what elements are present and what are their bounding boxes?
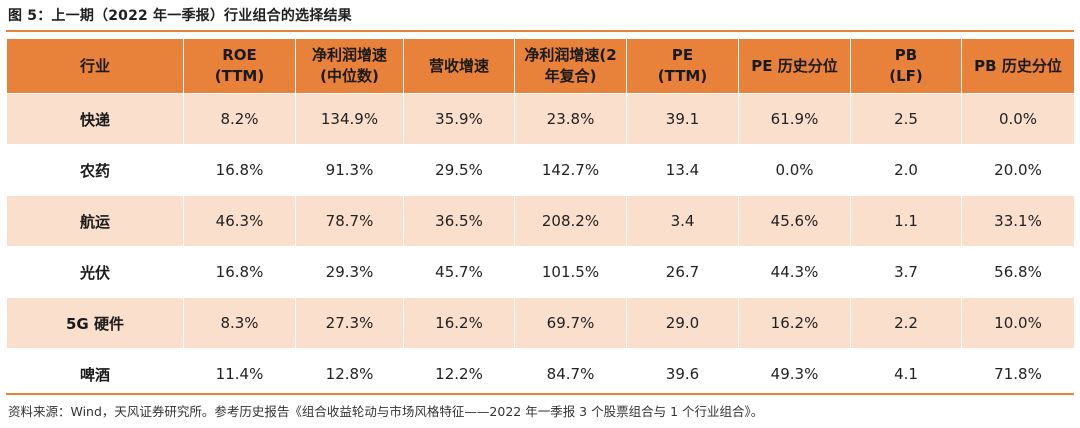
industry-cell: 5G 硬件	[6, 297, 184, 349]
table-cell: 2.5	[850, 93, 962, 145]
table-row: 5G 硬件 8.3% 27.3% 16.2% 69.7% 29.0 16.2% …	[6, 297, 1075, 349]
table-cell: 11.4%	[183, 348, 296, 400]
industry-cell: 光伏	[6, 246, 184, 298]
table-cell: 0.0%	[961, 93, 1075, 145]
table-cell: 13.4	[626, 144, 739, 196]
table-cell: 16.2%	[738, 297, 851, 349]
source-note: 资料来源：Wind，天风证券研究所。参考历史报告《组合收益轮动与市场风格特征——…	[8, 404, 764, 419]
table-cell: 29.5%	[403, 144, 515, 196]
header-net-profit-growth-median: 净利润增速 (中位数)	[295, 38, 404, 94]
industry-selection-table: 行业 ROE (TTM) 净利润增速 (中位数) 营收增速 净利润增速(2 年复合) …	[6, 38, 1075, 400]
table-cell: 2.0	[850, 144, 962, 196]
table-cell: 84.7%	[514, 348, 627, 400]
table-cell: 29.3%	[295, 246, 404, 298]
table-row: 航运 46.3% 78.7% 36.5% 208.2% 3.4 45.6% 1.…	[6, 195, 1075, 247]
table-cell: 33.1%	[961, 195, 1075, 247]
table-cell: 45.7%	[403, 246, 515, 298]
table-cell: 71.8%	[961, 348, 1075, 400]
table-cell: 1.1	[850, 195, 962, 247]
table-cell: 208.2%	[514, 195, 627, 247]
table-cell: 3.4	[626, 195, 739, 247]
header-industry: 行业	[6, 38, 184, 94]
table-cell: 39.1	[626, 93, 739, 145]
header-roe: ROE (TTM)	[183, 38, 296, 94]
header-revenue-growth: 营收增速	[403, 38, 515, 94]
table-cell: 4.1	[850, 348, 962, 400]
table-cell: 49.3%	[738, 348, 851, 400]
header-pe: PE (TTM)	[626, 38, 739, 94]
industry-cell: 航运	[6, 195, 184, 247]
table-cell: 46.3%	[183, 195, 296, 247]
table-row: 光伏 16.8% 29.3% 45.7% 101.5% 26.7 44.3% 3…	[6, 246, 1075, 298]
table-cell: 20.0%	[961, 144, 1075, 196]
industry-cell: 快递	[6, 93, 184, 145]
table-cell: 56.8%	[961, 246, 1075, 298]
table-cell: 78.7%	[295, 195, 404, 247]
table-cell: 8.2%	[183, 93, 296, 145]
header-pe-percentile: PE 历史分位	[738, 38, 851, 94]
table-cell: 2.2	[850, 297, 962, 349]
table-row: 快递 8.2% 134.9% 35.9% 23.8% 39.1 61.9% 2.…	[6, 93, 1075, 145]
header-net-profit-growth-2y: 净利润增速(2 年复合)	[514, 38, 627, 94]
table-cell: 61.9%	[738, 93, 851, 145]
table-cell: 36.5%	[403, 195, 515, 247]
table-cell: 91.3%	[295, 144, 404, 196]
industry-cell: 啤酒	[6, 348, 184, 400]
industry-cell: 农药	[6, 144, 184, 196]
figure-title: 图 5：上一期（2022 年一季报）行业组合的选择结果	[8, 8, 352, 24]
table-cell: 39.6	[626, 348, 739, 400]
table-cell: 69.7%	[514, 297, 627, 349]
table-cell: 10.0%	[961, 297, 1075, 349]
table-cell: 12.8%	[295, 348, 404, 400]
table-cell: 44.3%	[738, 246, 851, 298]
table-cell: 12.2%	[403, 348, 515, 400]
table-cell: 8.3%	[183, 297, 296, 349]
title-rule	[6, 30, 1074, 32]
table-cell: 101.5%	[514, 246, 627, 298]
table-cell: 35.9%	[403, 93, 515, 145]
table-cell: 23.8%	[514, 93, 627, 145]
table-cell: 142.7%	[514, 144, 627, 196]
table-row: 啤酒 11.4% 12.8% 12.2% 84.7% 39.6 49.3% 4.…	[6, 348, 1075, 400]
table-cell: 16.8%	[183, 246, 296, 298]
table-cell: 26.7	[626, 246, 739, 298]
table-cell: 3.7	[850, 246, 962, 298]
table-cell: 16.2%	[403, 297, 515, 349]
table-cell: 16.8%	[183, 144, 296, 196]
table-row: 农药 16.8% 91.3% 29.5% 142.7% 13.4 0.0% 2.…	[6, 144, 1075, 196]
header-pb: PB (LF)	[850, 38, 962, 94]
header-row: 行业 ROE (TTM) 净利润增速 (中位数) 营收增速 净利润增速(2 年复合) …	[6, 38, 1075, 94]
table-cell: 45.6%	[738, 195, 851, 247]
header-pb-percentile: PB 历史分位	[961, 38, 1075, 94]
bottom-rule	[6, 393, 1074, 395]
table-cell: 27.3%	[295, 297, 404, 349]
table-cell: 134.9%	[295, 93, 404, 145]
table-cell: 0.0%	[738, 144, 851, 196]
table-cell: 29.0	[626, 297, 739, 349]
